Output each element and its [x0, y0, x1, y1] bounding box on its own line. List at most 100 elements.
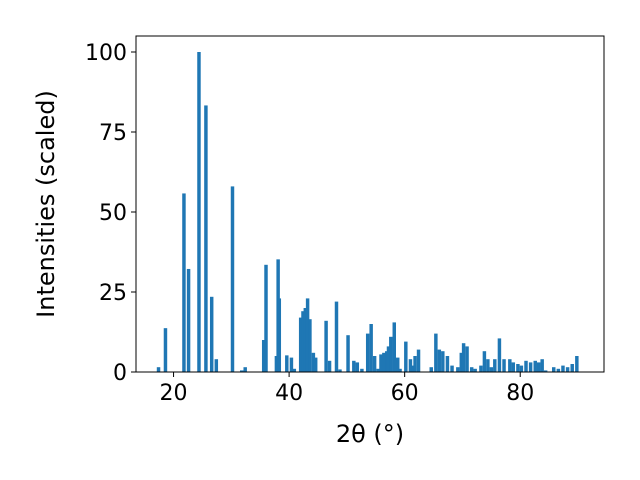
bar	[493, 359, 497, 372]
y-tick-label: 0	[113, 361, 127, 386]
y-tick-label: 75	[99, 121, 127, 146]
plot-frame	[135, 35, 605, 373]
x-tick-label: 60	[391, 381, 419, 406]
bar	[561, 365, 565, 372]
bar	[502, 359, 506, 372]
bar	[372, 356, 377, 372]
bar	[240, 370, 244, 372]
bar	[324, 320, 328, 372]
bar	[416, 349, 421, 372]
bar	[450, 365, 454, 372]
bar	[469, 367, 474, 372]
bar	[369, 324, 373, 372]
bar	[382, 352, 386, 372]
bar	[434, 333, 438, 372]
bar	[429, 367, 433, 372]
bar	[156, 367, 161, 372]
bar	[285, 355, 289, 372]
x-tick-label: 40	[275, 381, 303, 406]
bar	[473, 368, 477, 372]
bar	[261, 340, 266, 372]
x-tick-label: 80	[506, 381, 534, 406]
bar	[389, 336, 393, 372]
bar	[352, 360, 356, 372]
bar	[570, 364, 574, 372]
bar	[497, 338, 502, 372]
bar	[360, 368, 364, 372]
bar	[413, 356, 417, 372]
bar	[511, 362, 516, 372]
bar	[411, 365, 415, 372]
bar	[301, 311, 305, 372]
bar	[533, 360, 537, 372]
bar	[486, 359, 490, 372]
bar	[334, 301, 339, 372]
bar	[528, 362, 533, 372]
y-axis-label: Intensities (scaled)	[32, 90, 60, 318]
bar	[327, 360, 332, 372]
bar	[386, 346, 391, 372]
bar	[465, 346, 469, 372]
bar	[404, 341, 408, 372]
bar	[441, 351, 445, 372]
bar	[214, 359, 219, 372]
x-ticks-group: 20 40 60 80	[160, 372, 534, 406]
bar	[186, 268, 191, 372]
bar	[385, 351, 389, 372]
bar	[243, 367, 247, 372]
y-ticks-group: 0 25 50 75 100	[85, 41, 136, 386]
bar	[575, 356, 579, 372]
bar	[311, 352, 316, 372]
bar	[305, 298, 310, 372]
bar	[396, 357, 400, 372]
bar	[365, 333, 370, 372]
bar	[230, 186, 235, 372]
bar	[565, 367, 570, 372]
bar	[508, 359, 512, 372]
bar	[308, 319, 312, 372]
bar	[277, 298, 282, 372]
bar	[204, 105, 208, 372]
bar	[264, 264, 268, 372]
bar	[461, 343, 466, 372]
y-tick-label: 25	[99, 281, 127, 306]
bar	[163, 328, 168, 372]
bar	[338, 369, 342, 372]
bar	[355, 362, 360, 372]
bar	[540, 359, 544, 372]
bar	[519, 365, 524, 372]
bar	[524, 360, 528, 372]
x-axis-label: 2θ (°)	[336, 420, 404, 448]
bar	[456, 367, 460, 372]
bar	[489, 367, 494, 372]
bar	[398, 368, 402, 372]
y-tick-label: 50	[99, 201, 127, 226]
bar	[459, 352, 464, 372]
bar	[182, 193, 186, 372]
bar	[292, 368, 297, 372]
bar	[289, 357, 294, 372]
bar	[408, 359, 413, 372]
bar	[552, 367, 556, 372]
bar	[379, 354, 383, 372]
bars-group	[156, 52, 579, 372]
bar	[209, 296, 214, 372]
bar	[298, 317, 303, 372]
bar	[543, 370, 548, 372]
bar	[346, 335, 350, 372]
bar	[197, 52, 201, 372]
bar	[437, 349, 442, 372]
bar	[376, 368, 380, 372]
bar	[536, 362, 541, 372]
bar	[313, 357, 318, 372]
bar	[482, 351, 487, 372]
bar	[303, 308, 308, 372]
bar	[516, 364, 520, 372]
x-tick-label: 20	[160, 381, 188, 406]
bar	[392, 322, 396, 372]
bar	[556, 368, 561, 372]
y-tick-label: 100	[85, 41, 127, 66]
bar	[445, 356, 450, 372]
